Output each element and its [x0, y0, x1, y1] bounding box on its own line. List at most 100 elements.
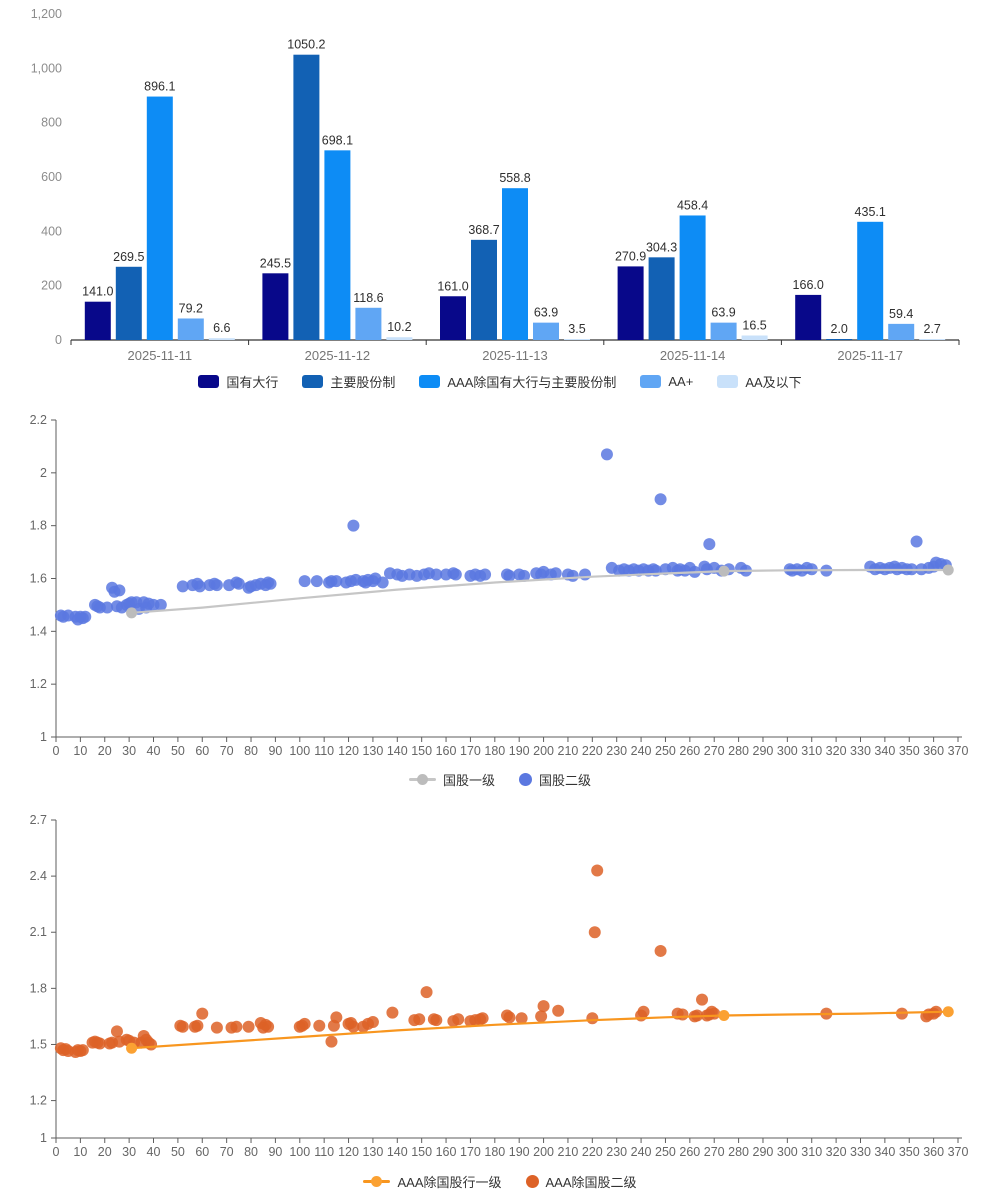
scatter-point: [313, 1019, 326, 1032]
bar-series-1: [471, 239, 497, 340]
scatter-point: [476, 1012, 489, 1025]
x-axis-label: 340: [874, 1145, 895, 1159]
legend-item-guogu-erji[interactable]: 国股二级: [519, 770, 591, 789]
scatter-point: [210, 579, 223, 592]
bar-series-3: [355, 307, 382, 340]
x-axis-label: 200: [533, 744, 554, 758]
scatter-point: [330, 1011, 343, 1024]
scatter-chart-2-section: 1 1.2 1.5 1.8 2.1 2.4 2.7 0 10 20 30 40 50 60 70 80 90 10…: [0, 800, 1000, 1200]
scatter-point: [366, 1016, 379, 1029]
legend-label: AAA除国股行一级: [397, 1174, 502, 1190]
x-axis-label: 360: [923, 744, 944, 758]
legend-label: 国股二级: [539, 772, 592, 788]
bar-value-label: 458.4: [677, 198, 708, 212]
legend-item-aa-below[interactable]: AA及以下: [717, 372, 802, 391]
y-axis-label: 1.2: [30, 677, 47, 691]
legend-item-aa-plus[interactable]: AA+: [640, 374, 693, 389]
scatter-point: [113, 584, 126, 597]
bar-value-label: 79.2: [179, 301, 203, 315]
x-axis-label: 2025-11-13: [482, 348, 548, 363]
scatter-chart-1-section: 1 1.2 1.4 1.6 1.8 2 2.2 0 10 20 30 40 50 60 70 80 90 100 1…: [0, 400, 1000, 800]
legend-item-aaa-guoguhang-yiji[interactable]: AAA除国股行一级: [363, 1172, 502, 1191]
legend-line-marker-icon: [363, 1175, 391, 1188]
legend-item-guoyou-dahang[interactable]: 国有大行: [198, 372, 278, 391]
legend-swatch: [640, 374, 662, 388]
bar-value-label: 3.5: [568, 322, 585, 336]
y-axis-label: 600: [41, 170, 62, 184]
bar-value-label: 304.3: [646, 240, 677, 254]
bar-series-0: [440, 296, 466, 340]
scatter-point: [696, 993, 709, 1006]
scatter-point: [145, 1038, 158, 1051]
x-axis-label: 320: [826, 744, 847, 758]
legend-item-guogu-yiji[interactable]: 国股一级: [408, 770, 495, 789]
scatter-point: [154, 598, 167, 611]
x-axis-label: 110: [314, 1145, 334, 1159]
bar-series-4: [564, 339, 590, 340]
x-axis-label: 280: [728, 1145, 749, 1159]
scatter-point: [430, 1014, 443, 1027]
bar-chart-legend: 国有大行 主要股份制 AAA除国有大行与主要股份制 AA+ AA及以下: [0, 370, 1000, 392]
scatter-point: [298, 575, 311, 588]
x-axis-label: 260: [679, 744, 700, 758]
x-axis-label: 50: [171, 1145, 185, 1159]
bar-series-4: [208, 338, 235, 340]
scatter-point: [210, 1021, 223, 1034]
line-marker: [942, 564, 954, 576]
x-axis-label: 180: [484, 1145, 505, 1159]
bar-series-4: [741, 335, 768, 340]
scatter-point: [654, 493, 667, 506]
scatter-point: [232, 577, 245, 590]
x-axis-label: 150: [411, 1145, 432, 1159]
legend-dot-icon: [525, 1174, 539, 1188]
y-axis-label: 1: [40, 730, 47, 744]
x-axis-label: 150: [411, 744, 432, 758]
legend-label: 主要股份制: [330, 374, 396, 390]
bar-value-label: 1050.2: [287, 38, 325, 52]
legend-item-aaa-guogu-erji[interactable]: AAA除国股二级: [525, 1172, 637, 1191]
x-axis-label: 110: [314, 744, 334, 758]
bar-series-2: [857, 221, 884, 340]
bar-series-2: [146, 96, 173, 340]
y-axis-label: 2.1: [30, 925, 47, 939]
x-axis-label: 190: [509, 1145, 530, 1159]
x-axis-label: 190: [509, 744, 530, 758]
y-axis-label: 1.4: [30, 624, 47, 638]
bar-series-2: [502, 188, 528, 340]
scatter-point: [376, 576, 389, 589]
bar-series-3: [888, 323, 915, 340]
y-axis-label: 1.8: [30, 981, 47, 995]
legend-item-aaa-chu[interactable]: AAA除国有大行与主要股份制: [419, 372, 616, 391]
x-axis-label: 40: [147, 1145, 161, 1159]
x-axis-label: 10: [73, 744, 87, 758]
x-axis-label: 290: [753, 744, 774, 758]
scatter-point: [298, 1017, 311, 1030]
x-axis-label: 90: [268, 1145, 282, 1159]
y-axis-label: 400: [41, 224, 62, 238]
x-axis-label: 310: [801, 1145, 822, 1159]
scatter-point: [449, 568, 462, 581]
scatter-chart-1-canvas: 1 1.2 1.4 1.6 1.8 2 2.2 0 10 20 30 40 50 60 70 80 90 100 1…: [30, 413, 969, 758]
scatter-point: [600, 448, 613, 461]
bar-chart-section: 0 200 400 600 800 1,000 1,200 2025-11-11 2025-11…: [0, 0, 1000, 400]
x-axis-label: 250: [655, 744, 676, 758]
x-axis-label: 300: [777, 744, 798, 758]
trend-line: [130, 1010, 950, 1050]
y-axis-label: 2.2: [30, 413, 47, 427]
x-axis-label: 370: [948, 1145, 969, 1159]
bar-value-label: 2.7: [924, 322, 941, 336]
legend-label: AAA除国股二级: [545, 1174, 637, 1190]
bar-series-0: [795, 294, 822, 340]
legend-item-zhuyao-gufenzhi[interactable]: 主要股份制: [302, 372, 395, 391]
bar-value-label: 558.8: [499, 171, 530, 185]
bar-series-0: [617, 266, 644, 340]
bar-value-label: 6.6: [213, 321, 230, 335]
scatter-point: [176, 580, 189, 593]
x-axis-label: 30: [122, 1145, 136, 1159]
x-axis-label: 60: [195, 744, 209, 758]
x-axis-label: 2025-11-14: [660, 348, 726, 363]
legend-swatch: [198, 374, 220, 388]
x-axis-label: 300: [777, 1145, 798, 1159]
y-axis-label: 1,000: [31, 61, 62, 75]
scatter-point: [591, 864, 604, 877]
